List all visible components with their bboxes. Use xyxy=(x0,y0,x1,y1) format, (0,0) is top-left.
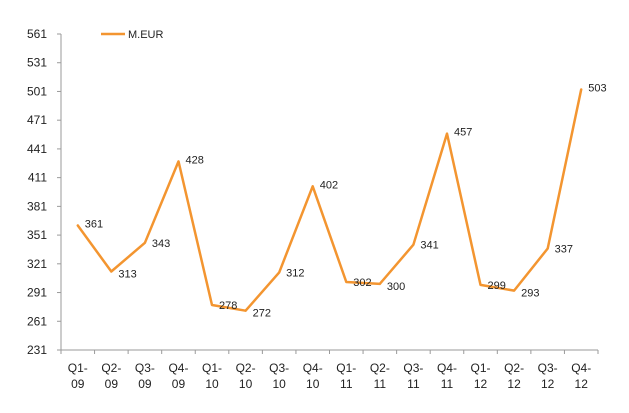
x-tick-label-line1: Q3- xyxy=(269,361,289,375)
x-tick-label-line2: 11 xyxy=(441,377,454,391)
y-tick-label: 561 xyxy=(27,27,47,41)
x-tick-label-line2: 09 xyxy=(138,377,152,391)
data-label: 343 xyxy=(152,238,170,250)
data-label: 428 xyxy=(185,154,203,166)
x-tick-label-line1: Q3- xyxy=(403,361,423,375)
series-line xyxy=(76,88,583,312)
x-tick-label-line2: 09 xyxy=(71,377,85,391)
data-label: 402 xyxy=(320,179,338,191)
y-tick-label: 261 xyxy=(27,314,47,328)
data-labels: 361 313 343 428 278 272 312 402 302 300 341 457 299 2… xyxy=(85,83,607,320)
x-tick-label-line1: Q1- xyxy=(202,361,222,375)
x-tick-label-line2: 09 xyxy=(105,377,119,391)
data-label: 312 xyxy=(286,267,304,279)
x-tick-label-line1: Q4- xyxy=(437,361,457,375)
x-tick-label-line1: Q2- xyxy=(504,361,524,375)
data-label: 299 xyxy=(488,280,506,292)
data-label: 313 xyxy=(118,268,136,280)
x-tick-label-line2: 11 xyxy=(340,377,353,391)
data-label: 300 xyxy=(387,281,405,293)
y-tick-label: 381 xyxy=(27,199,47,213)
y-tick-label: 321 xyxy=(27,257,47,271)
x-tick-label-line1: Q2- xyxy=(370,361,390,375)
data-label: 361 xyxy=(85,219,103,231)
x-tick-label-line1: Q1- xyxy=(471,361,491,375)
y-tick-label: 531 xyxy=(27,56,47,70)
x-tick-label-line1: Q3- xyxy=(135,361,155,375)
legend: M.EUR xyxy=(101,29,164,41)
data-label: 302 xyxy=(353,277,371,289)
y-tick-label: 411 xyxy=(28,171,47,185)
x-tick-label-line2: 11 xyxy=(374,377,387,391)
data-label: 503 xyxy=(588,83,606,95)
x-tick-label-line1: Q2- xyxy=(101,361,121,375)
y-tick-label: 471 xyxy=(27,113,47,127)
x-tick-label-line2: 10 xyxy=(205,377,219,391)
x-axis: Q1- 09 Q2- 09 Q3- 09 Q4- 09 Q1- 10 Q2- 10 Q3- 10 Q4- 10… xyxy=(60,349,599,391)
x-tick-label-line2: 10 xyxy=(306,377,320,391)
x-tick-label-line2: 09 xyxy=(172,377,186,391)
data-label: 272 xyxy=(253,308,271,320)
x-tick-label-line1: Q1- xyxy=(68,361,88,375)
x-tick-label-line1: Q4- xyxy=(168,361,188,375)
data-label: 457 xyxy=(454,127,472,139)
y-tick-label: 501 xyxy=(27,84,47,98)
x-tick-label-line2: 12 xyxy=(575,377,589,391)
x-tick-label-line1: Q1- xyxy=(336,361,356,375)
x-tick-label-line2: 12 xyxy=(541,377,555,391)
x-tick-label-line2: 10 xyxy=(272,377,286,391)
y-axis: 231 261 291 321 351 381 411 441 471 501 531 561 xyxy=(27,27,62,357)
y-tick-label: 351 xyxy=(27,228,47,242)
y-tick-label: 291 xyxy=(27,286,47,300)
x-tick-label-line1: Q4- xyxy=(571,361,591,375)
x-tick-label-line1: Q4- xyxy=(303,361,323,375)
x-tick-label-line2: 10 xyxy=(239,377,253,391)
y-tick-label: 231 xyxy=(27,343,47,357)
data-label: 293 xyxy=(521,288,539,300)
x-tick-label-line2: 11 xyxy=(407,377,420,391)
x-tick-label-line2: 12 xyxy=(474,377,488,391)
legend-label: M.EUR xyxy=(128,29,164,41)
data-label: 341 xyxy=(420,240,438,252)
x-tick-label-line2: 12 xyxy=(507,377,521,391)
x-tick-label-line1: Q2- xyxy=(236,361,256,375)
data-label: 278 xyxy=(219,300,237,312)
data-label: 337 xyxy=(555,243,573,255)
y-tick-label: 441 xyxy=(27,142,47,156)
series xyxy=(76,88,583,312)
x-tick-label-line1: Q3- xyxy=(538,361,558,375)
